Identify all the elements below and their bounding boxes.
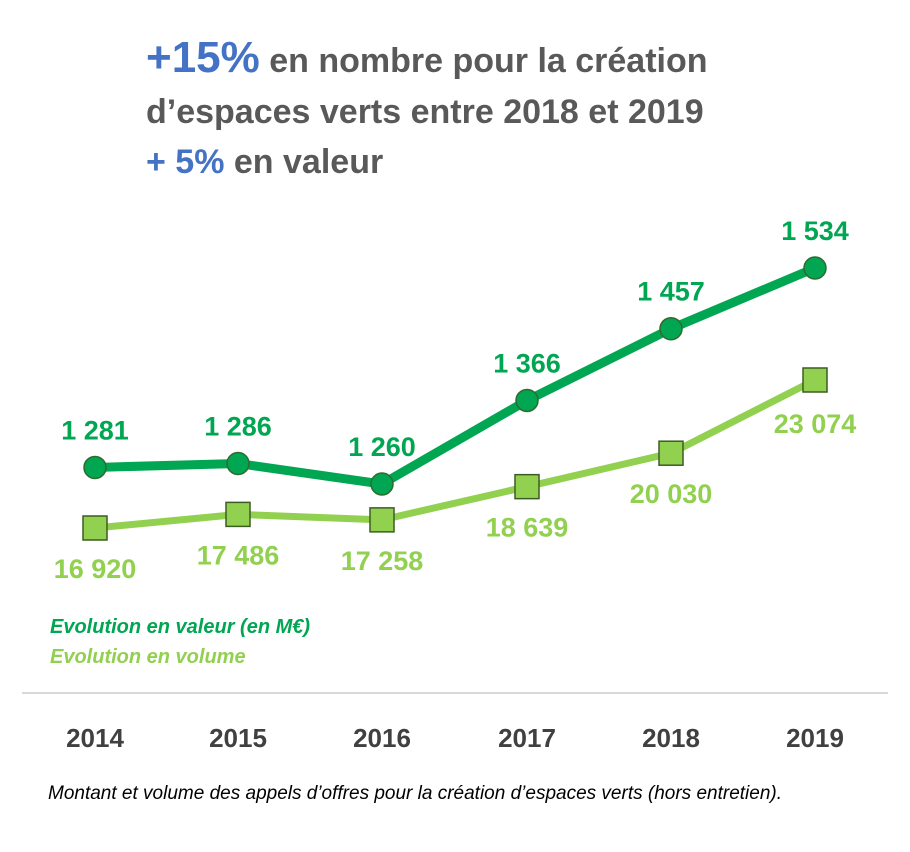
legend-item-value: Evolution en valeur (en M€) [50,616,310,638]
x-tick-label: 2014 [66,723,124,753]
x-tick-label: 2018 [642,723,700,753]
volume-point [225,501,251,528]
value-point [370,472,394,496]
value-point [83,455,107,480]
legend: Evolution en valeur (en M€) Evolution en … [50,616,310,668]
volume-data-label: 17 258 [341,546,424,576]
value-data-label: 1 366 [493,348,561,378]
line-chart: 1 281 1 286 1 260 1 366 1 457 1 534 16 920 17 4… [22,216,888,753]
volume-data-label: 20 030 [630,479,713,509]
value-data-label: 1 286 [204,412,272,442]
volume-data-label: 16 920 [54,554,137,584]
series-line-value [90,263,820,489]
series-layer: 1 281 1 286 1 260 1 366 1 457 1 534 16 920 17 4… [54,216,857,584]
volume-data-label: 17 486 [197,540,280,570]
x-tick-label: 2017 [498,723,556,753]
headline-line-1-text: en nombre pour la création [259,42,708,80]
value-data-label: 1 260 [348,432,416,462]
value-data-label: 1 281 [61,415,129,445]
volume-point [82,515,108,541]
x-tick-label: 2015 [209,723,267,753]
headline-value-highlight: + 5% [146,143,225,181]
headline-number-highlight: +15% [146,33,260,82]
chart-caption: Montant et volume des appels d’offres po… [48,783,782,804]
headline-line-1: +15% en nombre pour la création [146,32,866,87]
volume-point [369,507,395,533]
x-axis-labels: 2014 2015 2016 2017 2018 2019 [66,723,844,753]
x-tick-label: 2016 [353,723,411,753]
headline-line-2: d’espaces verts entre 2018 et 2019 [146,93,704,131]
value-point [659,316,683,341]
volume-point [514,473,540,500]
volume-point [802,367,828,393]
volume-data-label: 23 074 [774,409,857,439]
volume-data-label: 18 639 [486,513,569,543]
headline-line-3: + 5% en valeur [146,137,866,187]
value-point [803,256,827,280]
legend-item-volume: Evolution en volume [50,646,246,668]
value-data-label: 1 457 [637,277,705,307]
value-point [226,451,250,476]
volume-point [658,440,684,466]
series-line-volume [91,376,819,532]
value-data-label: 1 534 [781,216,849,246]
headline-line-3-text: en valeur [224,143,384,181]
value-point [515,388,539,413]
chart-headline: +15% en nombre pour la création d’espace… [146,32,866,187]
x-tick-label: 2019 [786,723,844,753]
